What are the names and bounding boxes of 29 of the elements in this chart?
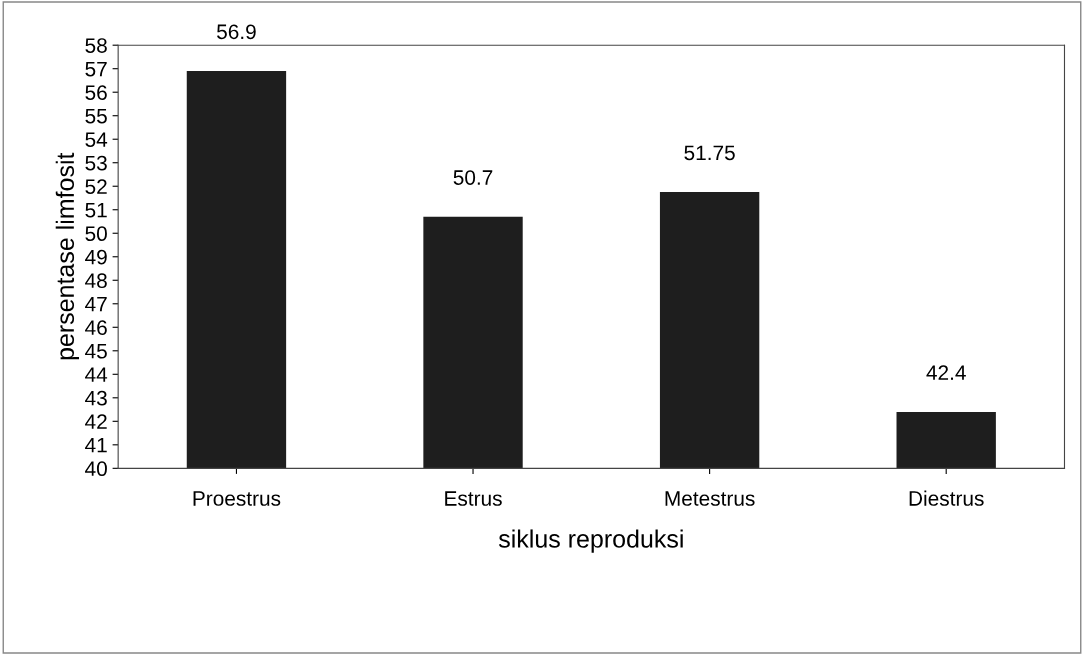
- y-tick-label: 44: [85, 367, 108, 382]
- y-tick-label: 46: [85, 320, 107, 336]
- x-tick-label: Metestrus: [665, 491, 755, 506]
- y-tick-label: 45: [85, 344, 107, 359]
- y-tick-label: 57: [85, 61, 107, 77]
- y-tick-label: 49: [85, 249, 107, 265]
- y-tick-label: 51: [85, 202, 107, 218]
- x-axis-title: siklus reproduksi: [498, 529, 683, 553]
- y-tick-label: 47: [85, 296, 107, 312]
- y-axis-title: persentase limfosit: [55, 152, 80, 360]
- y-tick-label: 40: [85, 461, 107, 477]
- y-tick-label: 56: [85, 85, 107, 100]
- y-tick-label: 42: [85, 414, 107, 429]
- data-label: 56.9: [217, 24, 256, 40]
- y-tick-label: 58: [85, 38, 107, 53]
- data-label: 42.4: [926, 365, 966, 380]
- x-tick-label: Proestrus: [193, 491, 281, 506]
- y-tick-label: 50: [85, 226, 107, 242]
- x-tick-label: Diestrus: [909, 490, 984, 506]
- y-tick-label: 54: [85, 132, 108, 147]
- x-tick-label: Estrus: [445, 491, 502, 506]
- y-tick-label: 53: [85, 155, 107, 171]
- y-tick-label: 43: [85, 390, 107, 406]
- data-label: 51.75: [684, 145, 735, 161]
- y-tick-label: 52: [85, 179, 107, 194]
- data-label: 50.7: [453, 170, 493, 185]
- y-tick-label: 41: [85, 438, 107, 453]
- y-tick-label: 48: [85, 273, 107, 289]
- y-tick-label: 55: [85, 108, 107, 124]
